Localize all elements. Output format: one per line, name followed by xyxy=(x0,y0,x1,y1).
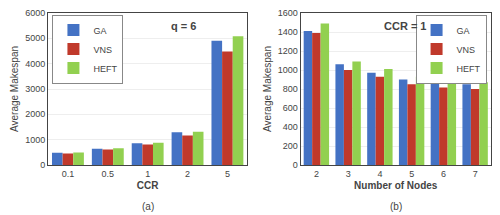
svg-text:5: 5 xyxy=(409,169,414,179)
svg-text:HEFT: HEFT xyxy=(457,64,481,74)
svg-text:1000: 1000 xyxy=(25,135,45,145)
svg-text:1: 1 xyxy=(145,169,150,179)
svg-text:Number of Nodes: Number of Nodes xyxy=(354,180,438,191)
svg-text:GA: GA xyxy=(457,26,470,36)
svg-text:3000: 3000 xyxy=(25,84,45,94)
svg-text:1200: 1200 xyxy=(278,46,298,56)
svg-text:200: 200 xyxy=(283,141,298,151)
svg-text:(a): (a) xyxy=(142,201,154,212)
svg-text:Average Makespan: Average Makespan xyxy=(262,46,273,132)
svg-text:VNS: VNS xyxy=(93,45,112,55)
svg-text:GA: GA xyxy=(93,26,106,36)
svg-text:800: 800 xyxy=(283,84,298,94)
svg-text:600: 600 xyxy=(283,103,298,113)
svg-text:0: 0 xyxy=(40,160,45,170)
svg-text:0.5: 0.5 xyxy=(102,169,115,179)
svg-text:7: 7 xyxy=(473,169,478,179)
svg-text:400: 400 xyxy=(283,122,298,132)
svg-text:1400: 1400 xyxy=(278,27,298,37)
svg-text:CCR: CCR xyxy=(137,180,159,191)
svg-text:CCR = 1: CCR = 1 xyxy=(384,20,427,32)
svg-text:1600: 1600 xyxy=(278,8,298,18)
svg-text:0.1: 0.1 xyxy=(62,169,75,179)
svg-text:HEFT: HEFT xyxy=(93,64,117,74)
svg-text:2000: 2000 xyxy=(25,109,45,119)
svg-text:VNS: VNS xyxy=(457,45,476,55)
svg-text:2: 2 xyxy=(185,169,190,179)
svg-text:Average Makespan: Average Makespan xyxy=(9,46,20,132)
svg-text:6: 6 xyxy=(441,169,446,179)
svg-text:1000: 1000 xyxy=(278,65,298,75)
svg-text:q = 6: q = 6 xyxy=(171,20,196,32)
svg-text:3: 3 xyxy=(346,169,351,179)
svg-text:6000: 6000 xyxy=(25,8,45,18)
svg-text:5: 5 xyxy=(225,169,230,179)
svg-text:0: 0 xyxy=(293,160,298,170)
svg-text:(b): (b) xyxy=(390,201,402,212)
svg-text:2: 2 xyxy=(314,169,319,179)
svg-text:4000: 4000 xyxy=(25,59,45,69)
svg-text:5000: 5000 xyxy=(25,33,45,43)
svg-text:4: 4 xyxy=(377,169,382,179)
